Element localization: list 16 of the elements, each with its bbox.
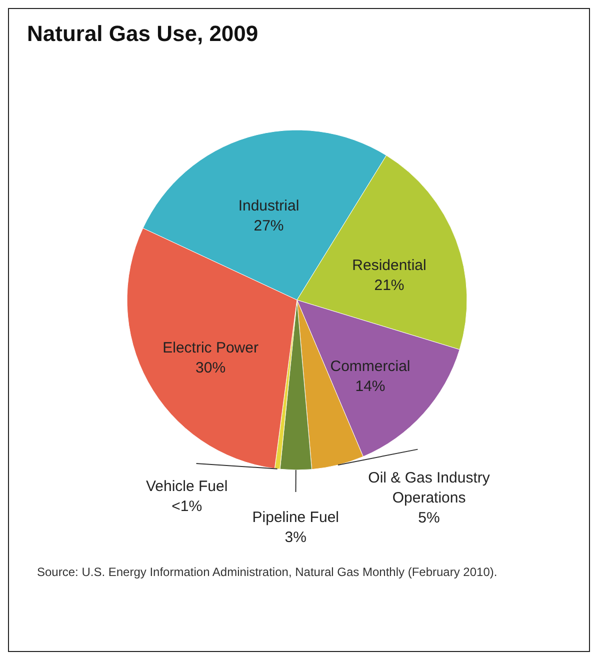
slice-label: Oil & Gas Industry Operations: [368, 469, 490, 506]
data-label: <1%: [172, 498, 202, 515]
data-label: 3%: [284, 528, 306, 546]
data-label: 30%: [196, 359, 226, 376]
slice-label: Pipeline Fuel: [252, 508, 339, 526]
data-label: 27%: [254, 218, 284, 235]
data-label: 14%: [355, 378, 386, 395]
slice-label: Commercial: [330, 358, 410, 375]
data-label: 21%: [374, 277, 404, 294]
data-label: 5%: [418, 509, 440, 526]
slice-label: Vehicle Fuel: [146, 478, 228, 495]
chart-title: Natural Gas Use, 2009: [27, 21, 258, 46]
slice-label: Industrial: [238, 198, 300, 215]
slice-label: Electric Power: [162, 339, 258, 356]
slice-label: Residential: [352, 257, 426, 274]
source-note: Source: U.S. Energy Information Administration, Natural Gas Monthly (February 2010).: [37, 565, 498, 579]
